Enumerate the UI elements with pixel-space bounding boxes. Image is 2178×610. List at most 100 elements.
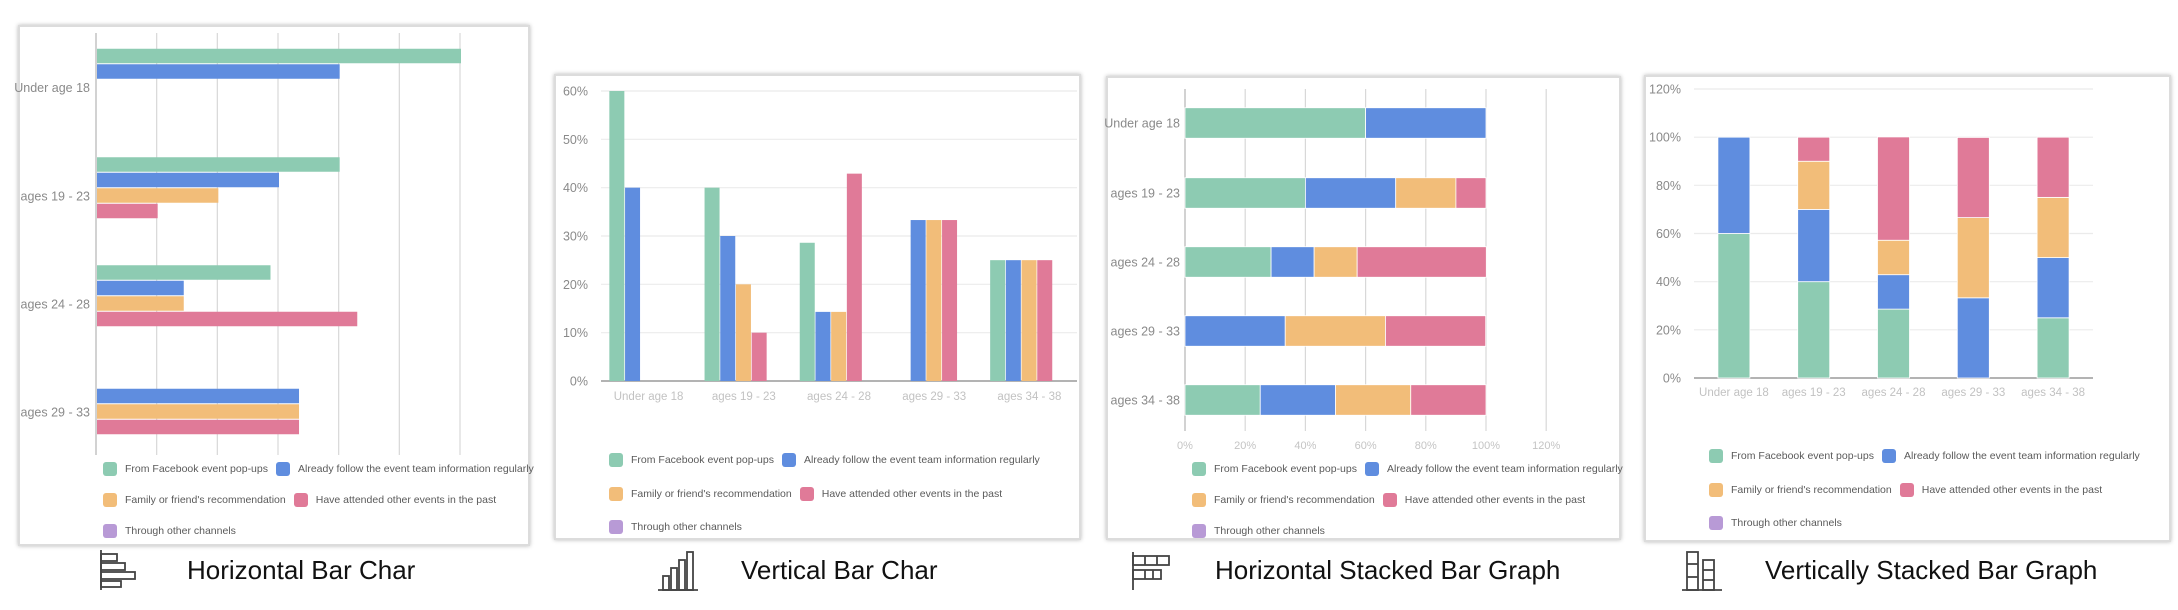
- bar-segment: [1877, 274, 1910, 310]
- bar: [97, 419, 300, 435]
- category-label: ages 24 - 28: [21, 298, 91, 312]
- legend-item[interactable]: Already follow the event team informatio…: [1365, 462, 1623, 476]
- bar-segment: [1395, 177, 1457, 209]
- bar: [1037, 260, 1053, 381]
- legend-swatch: [103, 524, 117, 538]
- bar: [97, 404, 300, 419]
- legend-item[interactable]: Family or friend's recommendation: [1709, 483, 1892, 497]
- legend-item[interactable]: Family or friend's recommendation: [103, 493, 286, 507]
- bar-segment: [1184, 177, 1306, 209]
- category-label: ages 19 - 23: [21, 190, 91, 204]
- bar: [97, 388, 300, 404]
- legend-item[interactable]: Have attended other events in the past: [1899, 483, 2102, 497]
- legend-swatch: [799, 487, 814, 501]
- bar: [1005, 260, 1021, 381]
- bar-segment: [2036, 257, 2070, 319]
- legend-swatch: [276, 462, 290, 476]
- bar-segment: [1184, 384, 1261, 416]
- legend-item[interactable]: Already follow the event team informatio…: [276, 462, 534, 476]
- bar-segment: [1305, 177, 1397, 209]
- legend-item[interactable]: From Facebook event pop-ups: [103, 462, 268, 476]
- bar: [831, 311, 847, 381]
- category-label: Under age 18: [1699, 387, 1769, 399]
- legend-label: Already follow the event team informatio…: [804, 454, 1040, 466]
- legend-row: From Facebook event pop-ups Already follo…: [1709, 449, 2148, 463]
- caption-label: Vertical Bar Char: [741, 554, 938, 585]
- bar-segment: [1956, 297, 1990, 379]
- caption-vertical-stacked-bar: Vertically Stacked Bar Graph: [1681, 548, 2097, 592]
- legend-swatch: [1882, 449, 1896, 463]
- bar-segment: [1356, 246, 1487, 278]
- legend-label: Through other channels: [1731, 517, 1842, 529]
- bar-segment: [1385, 315, 1487, 347]
- legend-label: Have attended other events in the past: [315, 494, 497, 506]
- legend-item[interactable]: Through other channels: [1192, 524, 1325, 538]
- legend-swatch: [1709, 449, 1723, 463]
- bar-segment: [1797, 136, 1831, 162]
- legend-item[interactable]: Already follow the event team informatio…: [782, 453, 1040, 467]
- legend-item[interactable]: Through other channels: [1709, 516, 1842, 530]
- legend-row: Family or friend's recommendation Have at…: [609, 487, 1010, 501]
- legend-item[interactable]: Have attended other events in the past: [293, 493, 497, 507]
- legend-item[interactable]: From Facebook event pop-ups: [1709, 449, 1874, 463]
- bar-segment: [1335, 384, 1412, 416]
- bar: [97, 296, 184, 311]
- legend-label: Have attended other events in the past: [1404, 494, 1586, 506]
- legend-item[interactable]: From Facebook event pop-ups: [609, 453, 774, 467]
- bar: [609, 91, 625, 381]
- legend-item[interactable]: Through other channels: [609, 520, 742, 534]
- caption-horizontal-bar: Horizontal Bar Char: [99, 548, 415, 592]
- horizontal-stacked-bar-icon: [1132, 552, 1170, 590]
- legend-swatch: [782, 453, 796, 467]
- category-label: ages 29 - 33: [1941, 387, 2005, 399]
- category-label: Under age 18: [14, 81, 90, 95]
- category-label: ages 24 - 28: [807, 391, 871, 403]
- legend-label: Through other channels: [125, 525, 236, 537]
- caption-label: Horizontal Bar Char: [187, 554, 416, 585]
- bar: [97, 311, 358, 327]
- legend-label: Already follow the event team informatio…: [298, 463, 534, 475]
- category-label: Under age 18: [614, 391, 684, 403]
- legend-item[interactable]: Have attended other events in the past: [1382, 493, 1586, 507]
- legend-item[interactable]: Through other channels: [103, 524, 236, 538]
- bar: [625, 187, 641, 381]
- caption-label: Horizontal Stacked Bar Graph: [1215, 554, 1561, 585]
- tick-label: 80%: [1415, 440, 1437, 452]
- legend-swatch: [1709, 483, 1723, 497]
- legend-item[interactable]: Have attended other events in the past: [799, 487, 1002, 501]
- legend-row: From Facebook event pop-ups Already follo…: [103, 462, 542, 476]
- legend-label: Through other channels: [631, 521, 742, 533]
- bar-segment: [1717, 136, 1751, 234]
- legend-item[interactable]: Family or friend's recommendation: [609, 487, 792, 501]
- bar: [1021, 260, 1037, 381]
- bar: [799, 242, 815, 381]
- bar-segment: [1184, 246, 1272, 278]
- bar-segment: [1313, 246, 1358, 278]
- legend-item[interactable]: Already follow the event team informatio…: [1882, 449, 2140, 463]
- bar-segment: [1797, 160, 1831, 210]
- bar-segment: [1184, 107, 1367, 139]
- legend-label: Family or friend's recommendation: [1214, 494, 1375, 506]
- tick-label: 60%: [1656, 227, 1681, 241]
- bar-segment: [1455, 177, 1487, 209]
- legend-item[interactable]: Family or friend's recommendation: [1192, 493, 1375, 507]
- category-label: ages 24 - 28: [1862, 387, 1926, 399]
- bar: [97, 172, 279, 188]
- legend-row: Through other channels: [1709, 516, 1850, 530]
- tick-label: 100%: [1472, 440, 1500, 452]
- category-label: ages 29 - 33: [902, 391, 966, 403]
- legend-swatch: [1709, 516, 1723, 530]
- legend-swatch: [1365, 462, 1379, 476]
- bar-segment: [1259, 384, 1336, 416]
- bar: [704, 187, 720, 381]
- horizontal-bar-chart-icon: [100, 550, 136, 590]
- legend-label: Family or friend's recommendation: [1731, 484, 1892, 496]
- legend-row: Family or friend's recommendation Have at…: [1709, 483, 2110, 497]
- legend-row: Through other channels: [103, 524, 244, 538]
- legend-item[interactable]: From Facebook event pop-ups: [1192, 462, 1357, 476]
- bar-segment: [1877, 308, 1910, 379]
- bar-segment: [1797, 209, 1831, 283]
- bar-segment: [2036, 317, 2070, 379]
- legend-label: Family or friend's recommendation: [631, 488, 792, 500]
